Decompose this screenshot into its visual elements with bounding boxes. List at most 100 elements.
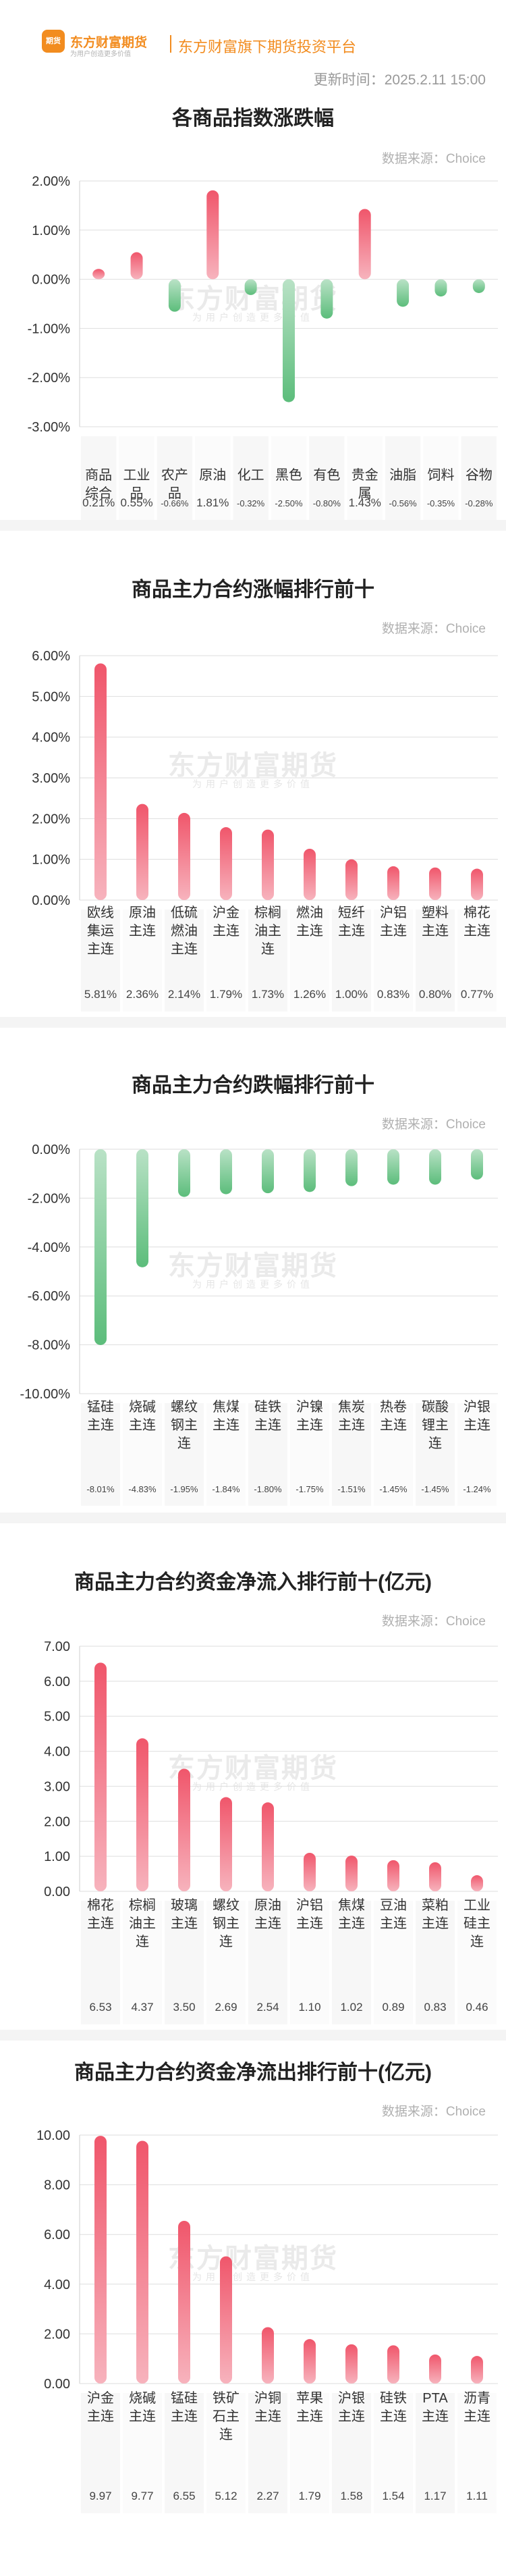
y-tick-label: 0.00% bbox=[32, 893, 70, 908]
chart-net-inflow: 7.00 6.00 5.00 4.00 3.00 2.00 1.00 0.00 棉花主连棕榈油主… bbox=[44, 1639, 498, 2024]
x-category-label: 苹果主连 bbox=[296, 2390, 323, 2424]
bar-1 bbox=[94, 1149, 107, 1345]
data-value-label: 0.80% bbox=[419, 988, 451, 1001]
category-cell bbox=[195, 436, 231, 520]
data-value-label: -8.01% bbox=[86, 1484, 115, 1494]
data-value-label: 2.14% bbox=[168, 988, 200, 1001]
bar-8 bbox=[387, 1149, 399, 1185]
y-tick-label: 1.00% bbox=[32, 853, 70, 868]
y-tick-label: 7.00 bbox=[44, 1639, 70, 1654]
x-category-label: 烧碱主连 bbox=[129, 2390, 156, 2424]
category-cell bbox=[233, 436, 269, 520]
x-category-label: 螺纹钢主连 bbox=[213, 1897, 240, 1949]
chart-title: 商品主力合约涨幅排行前十 bbox=[132, 579, 374, 601]
y-tick-label: 6.00% bbox=[32, 649, 70, 664]
category-cell bbox=[416, 2393, 455, 2513]
bar-2 bbox=[136, 2140, 148, 2384]
category-cell bbox=[385, 436, 421, 520]
category-cell bbox=[290, 910, 329, 1011]
data-value-label: -1.45% bbox=[421, 1484, 449, 1494]
category-cell bbox=[165, 1403, 204, 1506]
bar-8 bbox=[387, 1860, 399, 1891]
y-tick-label: 8.00 bbox=[44, 2178, 70, 2193]
data-value-label: -0.32% bbox=[237, 498, 265, 508]
x-category-label: 玻璃主连 bbox=[171, 1897, 198, 1931]
section-net-inflow: 商品主力合约资金净流入排行前十(亿元) 数据来源：Choice 东方财富期货 为… bbox=[0, 1523, 506, 2030]
data-value-label: 2.69 bbox=[215, 2001, 237, 2014]
category-cell bbox=[309, 436, 345, 520]
x-category-label: 沪金主连 bbox=[213, 905, 240, 939]
watermark: 东方财富期货 bbox=[168, 2244, 338, 2273]
bar-9 bbox=[429, 1862, 441, 1891]
watermark: 东方财富期货 bbox=[168, 1251, 338, 1281]
data-value-label: 0.21% bbox=[82, 496, 115, 509]
x-category-label: 化工 bbox=[237, 467, 264, 483]
y-tick-label: 2.00% bbox=[32, 174, 70, 189]
watermark-slogan: 为用户创造更多价值 bbox=[192, 779, 314, 789]
bar-6 bbox=[304, 1149, 316, 1192]
data-value-label: 2.27 bbox=[256, 2490, 279, 2502]
page-header: 期货 东方财富期货 为用户创造更多价值 东方财富旗下期货投资平台 更新时间：20… bbox=[0, 0, 506, 88]
bar-10 bbox=[471, 2356, 483, 2384]
category-cell bbox=[248, 1901, 287, 2024]
data-value-label: -1.95% bbox=[170, 1484, 198, 1494]
bar-5 bbox=[262, 2327, 274, 2384]
y-tick-label: 4.00 bbox=[44, 2278, 70, 2292]
data-value-label: -1.24% bbox=[463, 1484, 491, 1494]
x-category-label: 锰硅主连 bbox=[87, 1399, 114, 1433]
section-top-gainers: 商品主力合约涨幅排行前十 数据来源：Choice 东方财富期货 为用户创造更多价… bbox=[0, 531, 506, 1017]
chart-source: 数据来源：Choice bbox=[381, 1118, 486, 1132]
y-tick-label: -6.00% bbox=[28, 1289, 71, 1304]
brand-logo: 期货 东方财富期货 bbox=[42, 30, 147, 53]
bar-10 bbox=[471, 1149, 483, 1180]
brand-tagline: 东方财富旗下期货投资平台 bbox=[178, 38, 357, 55]
x-category-label: 棕榈油主连 bbox=[129, 1897, 156, 1949]
category-cell bbox=[119, 436, 154, 520]
bar-4 bbox=[206, 190, 219, 280]
category-cell bbox=[81, 1403, 120, 1506]
x-category-label: 棕榈油主连 bbox=[254, 905, 281, 957]
bar-7 bbox=[345, 859, 358, 900]
data-value-label: 1.79 bbox=[298, 2490, 320, 2502]
bar-2 bbox=[130, 252, 143, 280]
data-value-label: 0.46 bbox=[466, 2001, 488, 2014]
chart-source: 数据来源：Choice bbox=[381, 2105, 486, 2119]
chart-index-change: 2.00% 1.00% 0.00% -1.00% -2.00% -3.00% 商品综合工业品… bbox=[28, 174, 498, 520]
data-value-label: 0.83 bbox=[424, 2001, 446, 2014]
category-cell bbox=[332, 1901, 371, 2024]
brand-name: 东方财富期货 bbox=[70, 35, 148, 50]
bar-7 bbox=[345, 1856, 358, 1891]
x-category-label: 原油主连 bbox=[254, 1897, 281, 1931]
x-category-label: 沪镍主连 bbox=[296, 1399, 323, 1433]
x-category-label: 沪铜主连 bbox=[254, 2390, 281, 2424]
category-cell bbox=[248, 2393, 287, 2513]
chart-title: 各商品指数涨跌幅 bbox=[172, 107, 334, 130]
data-value-label: 6.55 bbox=[173, 2490, 195, 2502]
data-value-label: 9.77 bbox=[131, 2490, 153, 2502]
section-divider bbox=[0, 1513, 506, 1523]
bar-6 bbox=[304, 1852, 316, 1891]
x-category-label: PTA 主连 bbox=[422, 2391, 449, 2424]
y-tick-label: 1.00 bbox=[44, 1849, 70, 1864]
bar-4 bbox=[220, 1149, 232, 1194]
section-divider bbox=[0, 1017, 506, 1028]
category-cell bbox=[416, 1901, 455, 2024]
category-cell bbox=[206, 1901, 246, 2024]
chart-source: 数据来源：Choice bbox=[381, 622, 486, 636]
data-value-label: 1.02 bbox=[340, 2001, 362, 2014]
y-tick-label: -2.00% bbox=[28, 1191, 71, 1206]
data-value-label: 6.53 bbox=[89, 2001, 111, 2014]
x-category-label: 豆油主连 bbox=[380, 1897, 407, 1931]
category-cell bbox=[290, 2393, 329, 2513]
data-value-label: 0.89 bbox=[382, 2001, 404, 2014]
data-value-label: 1.00% bbox=[335, 988, 368, 1001]
data-value-label: 1.81% bbox=[196, 496, 229, 509]
bar-9 bbox=[429, 1149, 441, 1185]
y-tick-label: 2.00 bbox=[44, 1814, 70, 1829]
bar-1 bbox=[94, 1662, 107, 1891]
x-category-label: 硅铁主连 bbox=[254, 1399, 281, 1433]
category-cell bbox=[416, 1403, 455, 1506]
y-tick-label: 4.00% bbox=[32, 731, 70, 745]
data-value-label: 1.26% bbox=[293, 988, 326, 1001]
bar-6 bbox=[304, 2339, 316, 2384]
